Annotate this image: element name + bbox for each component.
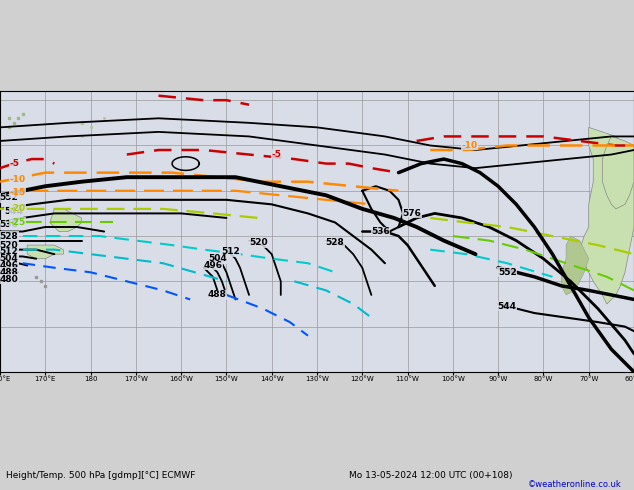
Text: 520: 520 <box>0 241 18 249</box>
Text: 544: 544 <box>4 207 23 216</box>
Text: Mo 13-05-2024 12:00 UTC (00+108): Mo 13-05-2024 12:00 UTC (00+108) <box>349 471 512 480</box>
Text: -10: -10 <box>9 175 25 184</box>
Text: 480: 480 <box>0 274 18 284</box>
Text: 504: 504 <box>208 254 227 263</box>
Polygon shape <box>602 136 634 209</box>
Text: 488: 488 <box>208 291 227 299</box>
Text: 496: 496 <box>204 261 223 270</box>
Text: 528: 528 <box>326 238 344 247</box>
Text: 544: 544 <box>498 302 517 311</box>
Text: 552: 552 <box>0 193 18 202</box>
Text: -5: -5 <box>272 150 281 159</box>
Polygon shape <box>50 209 82 232</box>
Text: 536: 536 <box>0 220 18 229</box>
Text: -25: -25 <box>9 218 25 227</box>
Text: -15: -15 <box>9 188 25 197</box>
Text: 528: 528 <box>0 232 18 241</box>
Polygon shape <box>579 127 634 304</box>
Text: 520: 520 <box>249 238 268 247</box>
Text: 536: 536 <box>371 227 390 236</box>
Text: 488: 488 <box>0 268 18 277</box>
Polygon shape <box>27 245 63 259</box>
Text: 496: 496 <box>0 261 18 270</box>
Text: 576: 576 <box>403 209 422 218</box>
Text: -10: -10 <box>462 141 478 150</box>
Text: Height/Temp. 500 hPa [gdmp][°C] ECMWF: Height/Temp. 500 hPa [gdmp][°C] ECMWF <box>6 471 196 480</box>
Text: 504: 504 <box>0 254 18 263</box>
Text: ©weatheronline.co.uk: ©weatheronline.co.uk <box>527 480 621 489</box>
Text: 512: 512 <box>0 247 18 256</box>
Polygon shape <box>562 236 589 295</box>
Text: -20: -20 <box>9 204 25 213</box>
Text: 512: 512 <box>221 247 240 256</box>
Text: 552: 552 <box>498 268 517 277</box>
Text: -5: -5 <box>9 159 19 168</box>
